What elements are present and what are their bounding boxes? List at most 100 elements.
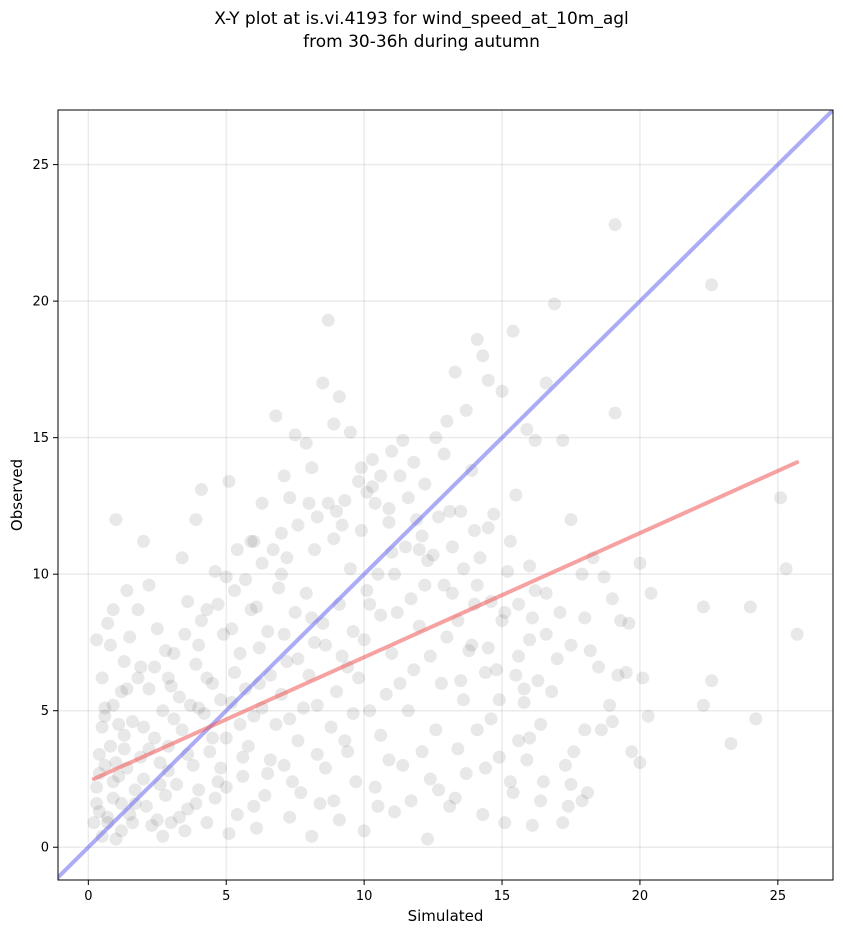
data-point [592,660,606,674]
data-point [352,474,366,488]
axes-frame [57,109,834,881]
data-point [299,436,313,450]
data-point [170,777,184,791]
data-point [578,611,592,625]
data-point [492,693,506,707]
data-point [228,665,242,679]
data-point [123,630,137,644]
data-point [440,414,454,428]
x-tick-label: 10 [356,889,373,904]
data-point [478,665,492,679]
data-point [415,529,429,543]
data-point [214,761,228,775]
data-point [434,676,448,690]
data-point [142,578,156,592]
data-point [233,646,247,660]
grid [58,110,833,880]
data-point [357,824,371,838]
data-point [341,745,355,759]
data-point [705,278,719,292]
data-point [125,715,139,729]
data-point [509,488,523,502]
data-point [236,769,250,783]
data-point [779,562,793,576]
data-point [156,704,170,718]
y-tick-label: 20 [32,295,49,310]
data-point [641,709,655,723]
data-point [250,821,264,835]
data-point [564,777,578,791]
data-point [415,745,429,759]
data-point [448,791,462,805]
data-point [357,633,371,647]
data-point [407,663,421,677]
data-point [346,625,360,639]
data-point [90,797,104,811]
data-point [396,758,410,772]
data-point [371,567,385,581]
data-point [101,616,115,630]
data-point [197,706,211,720]
data-point [316,376,330,390]
data-point [429,431,443,445]
data-point [277,469,291,483]
data-point [172,810,186,824]
data-point [95,720,109,734]
data-point [161,671,175,685]
data-point [512,597,526,611]
data-point [307,543,321,557]
data-point [774,491,788,505]
data-point [228,584,242,598]
data-point [390,605,404,619]
data-point [324,720,338,734]
data-point [561,799,575,813]
data-point [296,701,310,715]
data-point [233,717,247,731]
data-point [696,600,710,614]
data-point [153,756,167,770]
data-point [203,745,217,759]
data-point [346,706,360,720]
data-point [605,592,619,606]
data-point [404,592,418,606]
ticks-layer: 0 5 10 15 20 25 0 5 10 15 20 25 [32,158,786,904]
x-tick-label: 0 [84,889,92,904]
data-point [175,723,189,737]
data-point [445,586,459,600]
data-point [476,807,490,821]
data-point [443,504,457,518]
data-point [219,780,233,794]
data-point [261,767,275,781]
data-point [321,496,335,510]
data-point [374,728,388,742]
data-point [109,513,123,527]
data-point [352,671,366,685]
x-axis-label: Simulated [408,907,484,925]
data-point [175,551,189,565]
data-point [536,775,550,789]
regression-line [91,460,800,781]
data-point [92,747,106,761]
data-point [277,627,291,641]
data-point [481,641,495,655]
data-point [421,832,435,846]
data-point [594,723,608,737]
data-point [291,518,305,532]
data-point [112,717,126,731]
data-point [294,786,308,800]
data-point [343,425,357,439]
data-point [310,510,324,524]
data-point [481,373,495,387]
data-point [379,687,393,701]
data-point [459,767,473,781]
data-point [313,797,327,811]
data-point [159,644,173,658]
data-point [134,660,148,674]
data-point [539,627,553,641]
data-point [90,780,104,794]
data-point [106,698,120,712]
data-point [192,783,206,797]
data-point [114,824,128,838]
